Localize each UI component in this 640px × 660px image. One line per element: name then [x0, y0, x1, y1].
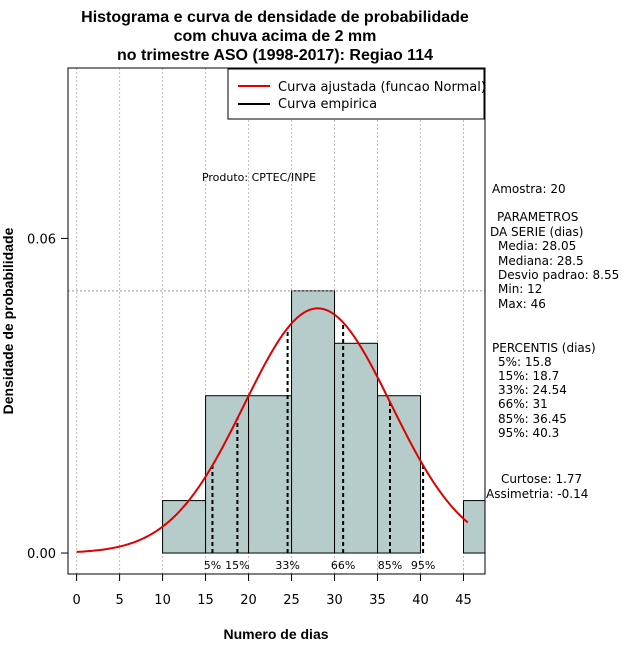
x-tick-label-6: 30	[326, 593, 343, 608]
side-stat-16: 95%: 40.3	[498, 426, 559, 440]
side-stat-14: 66%: 31	[498, 397, 548, 411]
side-stat-13: 33%: 24.54	[498, 383, 567, 397]
product-annotation: Produto: CPTEC/INPE	[202, 171, 316, 184]
side-stat-12: 15%: 18.7	[498, 369, 559, 383]
side-stat-19: Assimetria: -0.14	[486, 487, 588, 501]
curve-layer	[76, 307, 469, 553]
side-stat-2: PARAMETROS	[497, 210, 578, 224]
legend-label-fitted: Curva ajustada (funcao Normal)	[278, 80, 486, 95]
hist-bar-4	[334, 342, 379, 554]
hist-bar-7	[463, 500, 486, 554]
fitted-normal-curve	[76, 307, 469, 553]
percentile-label-95pct: 95%	[411, 559, 435, 572]
y-axis-title: Densidade de probabilidade	[0, 227, 16, 414]
chart-title-line-3: no trimestre ASO (1998-2017): Regiao 114	[117, 47, 433, 64]
side-stat-15: 85%: 36.45	[498, 412, 567, 426]
side-stat-4: Media: 28.05	[498, 239, 576, 253]
legend-box	[227, 68, 485, 120]
side-stat-0: Amostra: 20	[492, 182, 566, 196]
x-tick-label-0: 0	[72, 593, 80, 608]
hist-bar-0	[162, 500, 207, 554]
x-tick-label-1: 5	[115, 593, 123, 608]
side-stat-18: Curtose: 1.77	[501, 472, 582, 486]
percentile-label-15pct: 15%	[225, 559, 249, 572]
side-stat-5: Mediana: 28.5	[498, 254, 584, 268]
percentile-label-5pct: 5%	[204, 559, 221, 572]
percentile-label-66pct: 66%	[331, 559, 355, 572]
y-tick-label-0: 0.00	[27, 547, 56, 562]
x-tick-label-5: 25	[283, 593, 300, 608]
side-stat-11: 5%: 15.8	[498, 355, 552, 369]
side-stat-10: PERCENTIS (dias)	[492, 341, 596, 355]
x-axis-title: Numero de dias	[223, 626, 328, 642]
side-stat-3: DA SERIE (dias)	[490, 225, 583, 239]
legend: Curva ajustada (funcao Normal) Curva emp…	[227, 68, 486, 120]
x-tick-label-4: 20	[240, 593, 257, 608]
hist-bar-2	[248, 395, 293, 554]
x-tick-label-7: 35	[369, 593, 386, 608]
percentile-layer: 5% 15% 33% 66% 85% 95%	[204, 322, 435, 572]
legend-label-empirical: Curva empirica	[278, 97, 377, 112]
x-tick-label-2: 10	[154, 593, 171, 608]
bars-layer	[162, 290, 486, 554]
axes-layer: 0 5 10 15 20 25 30 35 40 45 0.00 0.06	[27, 232, 472, 608]
percentile-label-85pct: 85%	[378, 559, 402, 572]
side-stat-7: Min: 12	[498, 282, 542, 296]
y-tick-label-1: 0.06	[27, 232, 56, 247]
x-tick-label-9: 45	[455, 593, 472, 608]
percentile-label-33pct: 33%	[275, 559, 299, 572]
chart-title-line-1: Histograma e curva de densidade de proba…	[81, 9, 469, 26]
side-stat-8: Max: 46	[498, 297, 546, 311]
x-tick-label-3: 15	[197, 593, 214, 608]
hist-bar-3	[291, 290, 336, 554]
chart-title-line-2: com chuva acima de 2 mm	[174, 28, 377, 45]
x-tick-label-8: 40	[412, 593, 429, 608]
side-stat-6: Desvio padrao: 8.55	[498, 268, 619, 282]
